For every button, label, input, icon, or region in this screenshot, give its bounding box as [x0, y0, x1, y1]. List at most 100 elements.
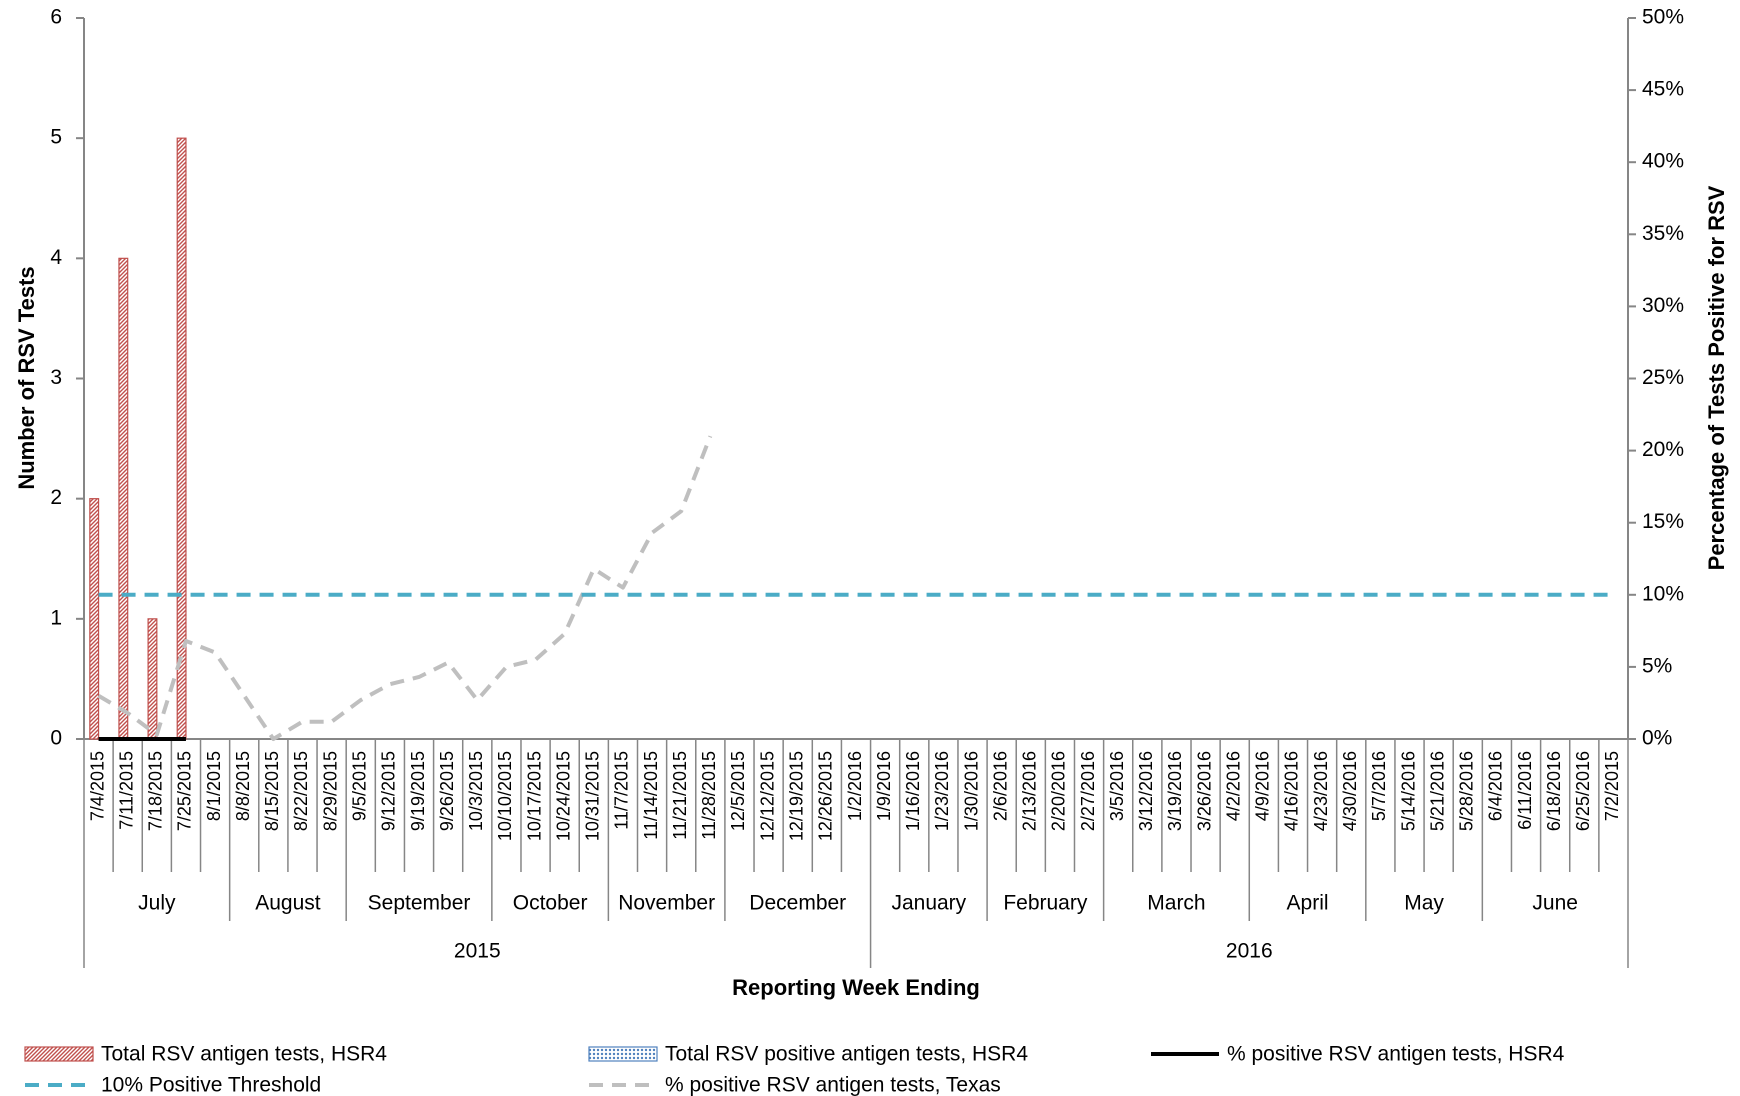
y2-tick-label: 20%	[1642, 438, 1684, 461]
x-tick-label: 12/12/2015	[757, 751, 777, 841]
x-tick-label: 9/5/2015	[350, 751, 370, 821]
bar	[176, 137, 187, 740]
x-tick-label: 9/12/2015	[379, 751, 399, 831]
x-tick-label: 1/16/2016	[903, 751, 923, 831]
x-tick-label: 6/11/2016	[1515, 751, 1535, 830]
y2-axis-title: Percentage of Tests Positive for RSV	[1704, 185, 1729, 570]
x-tick-label: 6/25/2016	[1573, 751, 1593, 831]
x-tick-label: 2/6/2016	[990, 751, 1010, 821]
y-tick-label: 2	[50, 486, 62, 509]
x-tick-label: 8/1/2015	[204, 751, 224, 821]
group-label: August	[255, 892, 321, 915]
x-tick-label: 7/2/2015	[1602, 751, 1622, 821]
y-tick-label: 5	[50, 126, 62, 149]
x-tick-label: 1/2/2016	[845, 751, 865, 821]
group-label: 2015	[454, 940, 501, 963]
y2-tick-label: 35%	[1642, 222, 1684, 245]
x-tick-label: 2/20/2016	[1049, 751, 1069, 831]
x-tick-label: 4/16/2016	[1282, 751, 1302, 831]
x-tick-label: 7/25/2015	[175, 751, 195, 831]
x-tick-label: 10/24/2015	[553, 751, 573, 841]
group-label: July	[138, 892, 176, 915]
x-tick-label: 4/2/2016	[1223, 751, 1243, 821]
x-tick-label: 10/3/2015	[466, 751, 486, 831]
x-tick-label: 12/19/2015	[786, 751, 806, 841]
group-label: April	[1287, 892, 1329, 915]
y-axis-title: Number of RSV Tests	[14, 266, 39, 489]
group-label: November	[618, 892, 715, 915]
legend-label: Total RSV positive antigen tests, HSR4	[665, 1043, 1028, 1066]
x-axis-title: Reporting Week Ending	[732, 975, 980, 1000]
y2-tick-label: 45%	[1642, 78, 1684, 101]
y2-tick-label: 0%	[1642, 727, 1672, 750]
y-tick-label: 0	[50, 727, 62, 750]
x-tick-label: 4/9/2016	[1253, 751, 1273, 821]
x-tick-label: 3/5/2016	[1107, 751, 1127, 821]
y2-tick-label: 30%	[1642, 294, 1684, 317]
line	[97, 435, 713, 741]
group-label: January	[891, 892, 966, 915]
x-tick-label: 12/26/2015	[816, 751, 836, 841]
y2-tick-label: 15%	[1642, 510, 1684, 533]
x-tick-label: 4/23/2016	[1311, 751, 1331, 831]
legend-label: 10% Positive Threshold	[101, 1074, 321, 1096]
x-tick-label: 3/19/2016	[1165, 751, 1185, 831]
x-tick-label: 6/18/2016	[1544, 751, 1564, 831]
x-tick-label: 2/13/2016	[1020, 751, 1040, 831]
x-tick-label: 5/14/2016	[1398, 751, 1418, 831]
x-tick-label: 11/14/2015	[641, 751, 661, 840]
legend-label: % positive RSV antigen tests, Texas	[665, 1074, 1001, 1096]
group-label: March	[1147, 892, 1205, 915]
x-tick-label: 5/28/2016	[1457, 751, 1477, 831]
group-label: December	[749, 892, 846, 915]
x-tick-label: 8/8/2015	[233, 751, 253, 821]
y-tick-label: 1	[50, 606, 62, 629]
x-tick-label: 10/31/2015	[583, 751, 603, 841]
group-label: October	[513, 892, 588, 915]
x-tick-label: 12/5/2015	[728, 751, 748, 831]
x-tick-label: 7/18/2015	[146, 751, 166, 831]
x-tick-label: 1/23/2016	[932, 751, 952, 831]
x-tick-label: 10/10/2015	[495, 751, 515, 841]
legend-swatch	[588, 1046, 658, 1062]
y-tick-label: 3	[50, 366, 62, 389]
bar	[89, 498, 100, 740]
legend-swatch	[24, 1046, 94, 1062]
x-tick-label: 8/15/2015	[262, 751, 282, 831]
x-tick-label: 1/30/2016	[961, 751, 981, 831]
x-tick-label: 3/12/2016	[1136, 751, 1156, 831]
bar	[118, 257, 129, 740]
y2-tick-label: 50%	[1642, 6, 1684, 29]
x-tick-label: 7/11/2015	[116, 751, 136, 830]
bar	[147, 618, 158, 740]
legend-label: Total RSV antigen tests, HSR4	[101, 1043, 387, 1066]
x-tick-label: 5/21/2016	[1427, 751, 1447, 831]
x-tick-label: 11/28/2015	[699, 751, 719, 840]
y-tick-label: 6	[50, 6, 62, 29]
x-tick-label: 11/7/2015	[612, 751, 632, 830]
x-tick-label: 6/4/2016	[1486, 751, 1506, 821]
x-tick-label: 8/29/2015	[320, 751, 340, 831]
x-tick-label: 8/22/2015	[291, 751, 311, 831]
x-tick-label: 1/9/2016	[874, 751, 894, 821]
group-label: February	[1003, 892, 1088, 915]
x-tick-label: 9/19/2015	[408, 751, 428, 831]
group-label: June	[1532, 892, 1578, 915]
y2-tick-label: 5%	[1642, 654, 1672, 677]
x-tick-label: 5/7/2016	[1369, 751, 1389, 821]
group-label: May	[1404, 892, 1444, 915]
y2-tick-label: 10%	[1642, 582, 1684, 605]
y2-tick-label: 25%	[1642, 366, 1684, 389]
x-tick-label: 7/4/2015	[87, 751, 107, 821]
x-tick-label: 3/26/2016	[1194, 751, 1214, 831]
x-tick-label: 9/26/2015	[437, 751, 457, 831]
group-label: September	[368, 892, 471, 915]
x-tick-label: 4/30/2016	[1340, 751, 1360, 831]
group-label: 2016	[1226, 940, 1273, 963]
y-tick-label: 4	[50, 246, 62, 269]
y2-tick-label: 40%	[1642, 150, 1684, 173]
legend-label: % positive RSV antigen tests, HSR4	[1227, 1043, 1565, 1066]
x-tick-label: 11/21/2015	[670, 751, 690, 840]
x-tick-label: 10/17/2015	[524, 751, 544, 841]
